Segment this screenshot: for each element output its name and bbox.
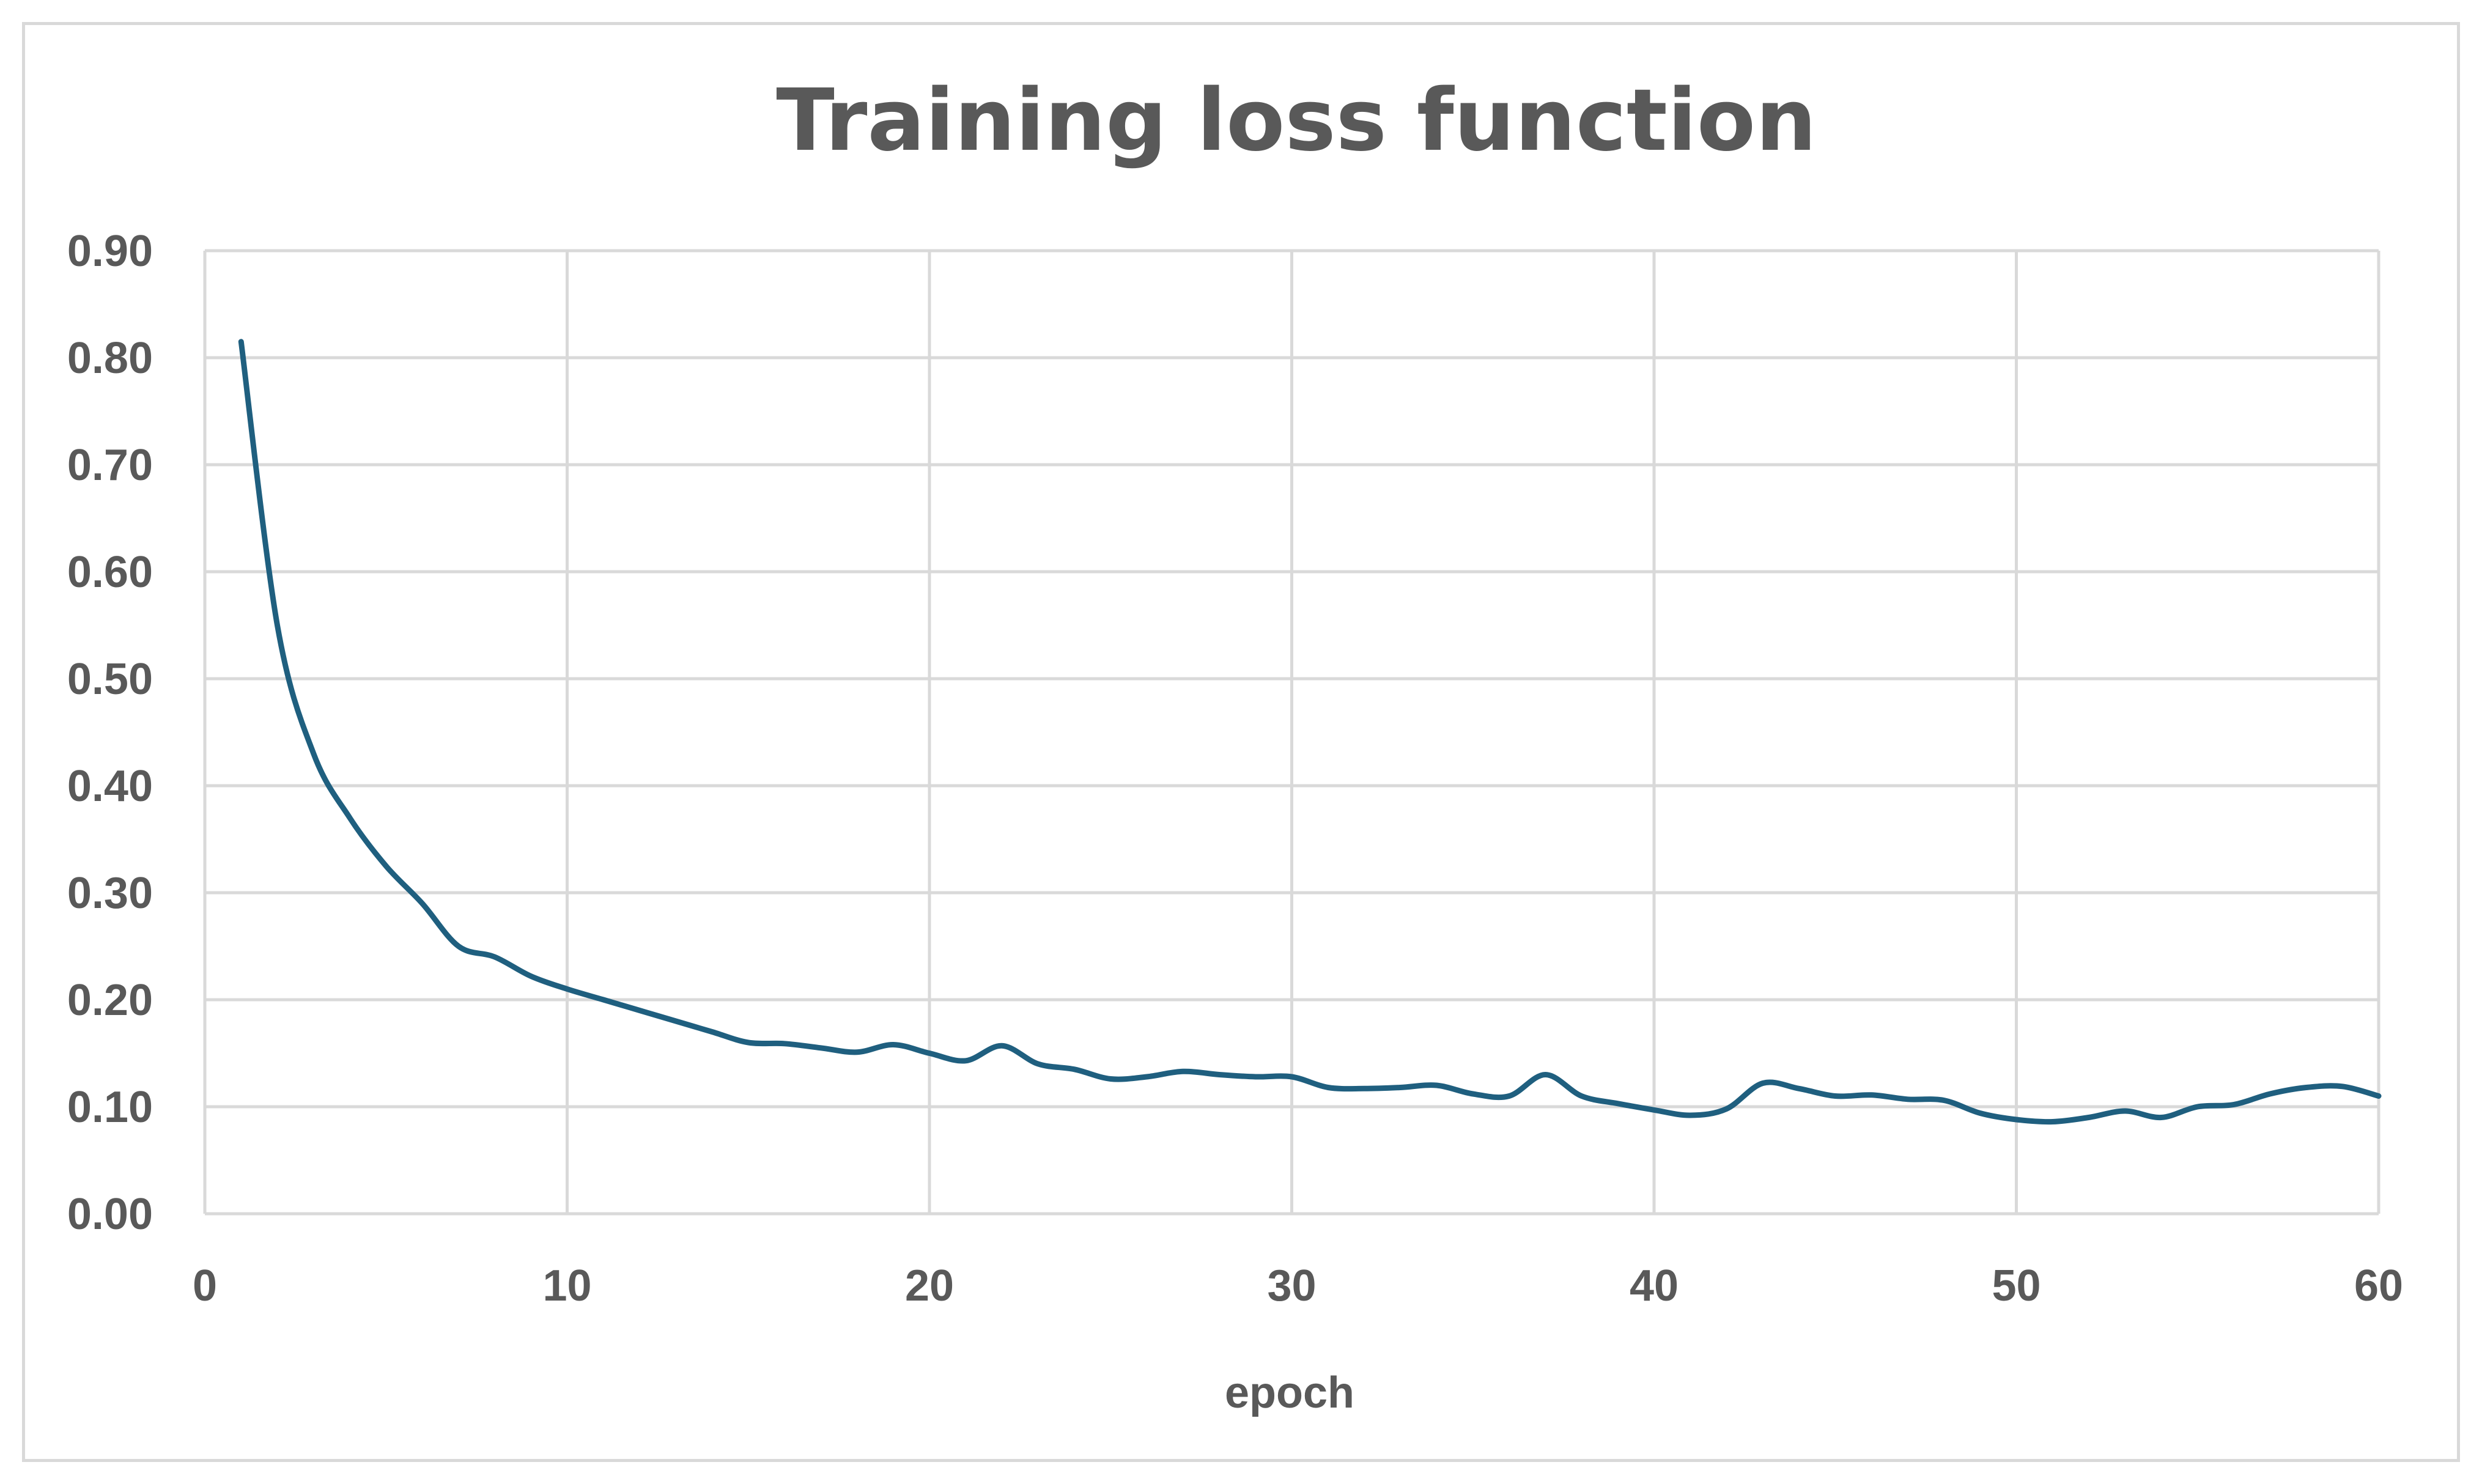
- data-point: [1290, 1074, 1295, 1079]
- data-point: [2159, 1115, 2164, 1120]
- data-point: [1869, 1093, 1874, 1098]
- x-gridlines: [203, 251, 2380, 1214]
- data-point: [746, 1040, 751, 1045]
- data-point: [710, 1030, 715, 1035]
- data-point: [1616, 1101, 1620, 1106]
- y-tick-labels: 0.00 0.10 0.20 0.30 0.40 0.50 0.60 0.70 0.80 0.90: [67, 227, 153, 1239]
- data-point: [1072, 1067, 1077, 1072]
- data-point: [1978, 1111, 1982, 1116]
- data-point: [1724, 1107, 1729, 1112]
- data-point: [238, 339, 243, 344]
- y-tick-label: 0.40: [67, 762, 153, 811]
- data-point: [1253, 1074, 1258, 1079]
- data-point: [2231, 1102, 2236, 1107]
- data-point: [1652, 1107, 1657, 1112]
- data-point: [782, 1041, 787, 1046]
- data-point: [1326, 1085, 1331, 1090]
- data-point: [528, 974, 533, 979]
- y-tick-label: 0.80: [67, 334, 153, 383]
- data-point: [601, 997, 606, 1002]
- data-point: [1398, 1085, 1403, 1090]
- data-point: [1145, 1074, 1150, 1079]
- data-point: [456, 944, 461, 949]
- data-point: [855, 1050, 860, 1055]
- data-point: [311, 751, 316, 756]
- data-point: [2086, 1115, 2091, 1120]
- data-point: [275, 623, 280, 628]
- data-point: [2267, 1091, 2272, 1096]
- data-point: [1435, 1083, 1439, 1088]
- data-point: [1905, 1097, 1910, 1102]
- data-point: [2014, 1117, 2019, 1122]
- data-point: [1000, 1043, 1005, 1048]
- y-tick-label: 0.70: [67, 441, 153, 490]
- data-point: [1688, 1113, 1693, 1118]
- data-point: [1036, 1061, 1041, 1066]
- data-point: [2195, 1104, 2200, 1109]
- data-point: [963, 1058, 968, 1063]
- x-tick-label: 50: [1992, 1261, 2041, 1310]
- data-point: [1108, 1077, 1113, 1082]
- y-tick-label: 0.50: [67, 655, 153, 704]
- series-line-0: [238, 339, 2382, 1125]
- data-point: [420, 901, 425, 906]
- y-tick-label: 0.00: [67, 1190, 153, 1239]
- data-point: [565, 987, 570, 992]
- data-point: [347, 816, 352, 821]
- data-point: [1362, 1086, 1367, 1091]
- data-point: [1471, 1091, 1476, 1096]
- data-point: [1797, 1086, 1801, 1091]
- data-point: [1760, 1081, 1765, 1086]
- x-tick-label: 20: [905, 1261, 954, 1310]
- y-tick-label: 0.10: [67, 1083, 153, 1132]
- data-point: [2340, 1084, 2345, 1089]
- x-tick-label: 60: [2354, 1261, 2403, 1310]
- y-tick-label: 0.60: [67, 548, 153, 597]
- x-axis-title: epoch: [1225, 1368, 1354, 1417]
- data-point: [2122, 1109, 2127, 1113]
- data-point: [1507, 1094, 1512, 1099]
- data-point: [637, 1008, 642, 1013]
- x-tick-label: 0: [193, 1261, 217, 1310]
- data-point: [1833, 1094, 1837, 1099]
- chart-area: [22, 22, 2460, 1462]
- chart-title: Training loss function: [776, 71, 1816, 171]
- y-tick-label: 0.90: [67, 227, 153, 276]
- data-point: [927, 1051, 932, 1056]
- y-tick-label: 0.20: [67, 976, 153, 1025]
- data-point: [1941, 1098, 1946, 1103]
- data-point: [383, 863, 388, 868]
- data-point: [2304, 1085, 2309, 1090]
- data-point: [2050, 1120, 2055, 1124]
- x-tick-label: 10: [542, 1261, 591, 1310]
- data-point: [818, 1046, 823, 1050]
- series-group: [238, 339, 2382, 1125]
- data-point: [2376, 1094, 2381, 1099]
- data-point: [673, 1019, 678, 1024]
- data-point: [1181, 1069, 1186, 1074]
- data-point: [1217, 1072, 1222, 1077]
- data-point: [891, 1043, 896, 1047]
- x-tick-labels: 0 10 20 30 40 50 60: [193, 1261, 2403, 1310]
- data-point: [492, 954, 497, 959]
- data-point: [1543, 1072, 1548, 1077]
- y-tick-label: 0.30: [67, 869, 153, 918]
- x-tick-label: 40: [1630, 1261, 1679, 1310]
- data-point: [1579, 1094, 1584, 1099]
- x-tick-label: 30: [1267, 1261, 1316, 1310]
